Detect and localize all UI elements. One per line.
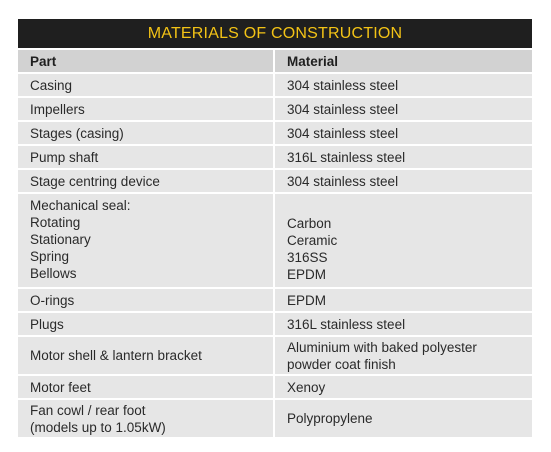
- material-cell: 304 stainless steel: [287, 77, 399, 93]
- material-cell: 316L stainless steel: [287, 316, 406, 332]
- part-line: Fan cowl / rear foot: [30, 402, 146, 418]
- material-line: Aluminium with baked polyester: [287, 339, 477, 355]
- material-line: 316SS: [287, 250, 328, 265]
- part-cell: Casing: [18, 74, 275, 96]
- material-line: powder coat finish: [287, 356, 396, 372]
- material-cell: Xenoy: [287, 379, 326, 395]
- part-cell: Stage centring device: [18, 170, 275, 192]
- column-header-part: Part: [18, 50, 275, 72]
- table-header-row: Part Material: [18, 48, 532, 72]
- material-cell: 316L stainless steel: [287, 149, 406, 165]
- table-row: Fan cowl / rear foot (models up to 1.05k…: [18, 398, 532, 437]
- material-cell: Polypropylene: [287, 411, 373, 426]
- part-cell: Stages (casing): [18, 122, 275, 144]
- part-line: Mechanical seal:: [30, 198, 131, 213]
- table-row: O-rings EPDM: [18, 287, 532, 311]
- material-cell: 304 stainless steel: [287, 125, 399, 141]
- table-row: Motor shell & lantern bracket Aluminium …: [18, 335, 532, 374]
- table-title: MATERIALS OF CONSTRUCTION: [18, 19, 532, 48]
- table-row-mechanical-seal: Mechanical seal: Rotating Stationary Spr…: [18, 192, 532, 287]
- part-cell: Impellers: [18, 98, 275, 120]
- materials-table: MATERIALS OF CONSTRUCTION Part Material …: [18, 19, 532, 437]
- material-cell: EPDM: [287, 292, 327, 308]
- part-cell: Motor feet: [18, 376, 275, 398]
- material-line: Carbon: [287, 216, 332, 231]
- part-line: Spring: [30, 249, 70, 264]
- part-cell: Motor shell & lantern bracket: [18, 337, 275, 374]
- material-cell: 304 stainless steel: [287, 101, 399, 117]
- material-line: EPDM: [287, 267, 327, 282]
- part-cell: Pump shaft: [18, 146, 275, 168]
- table-row: Impellers 304 stainless steel: [18, 96, 532, 120]
- table-row: Plugs 316L stainless steel: [18, 311, 532, 335]
- table-row: Stages (casing) 304 stainless steel: [18, 120, 532, 144]
- material-cell: Carbon Ceramic 316SS EPDM: [275, 194, 532, 287]
- table-row: Pump shaft 316L stainless steel: [18, 144, 532, 168]
- part-line: (models up to 1.05kW): [30, 419, 166, 435]
- material-line: Ceramic: [287, 233, 338, 248]
- material-cell: 304 stainless steel: [287, 173, 399, 189]
- part-cell: O-rings: [18, 289, 275, 311]
- part-cell: Mechanical seal: Rotating Stationary Spr…: [18, 194, 275, 287]
- table-row: Stage centring device 304 stainless stee…: [18, 168, 532, 192]
- part-cell: Plugs: [18, 313, 275, 335]
- table-row: Motor feet Xenoy: [18, 374, 532, 398]
- part-cell: Fan cowl / rear foot (models up to 1.05k…: [18, 400, 275, 437]
- part-line: Rotating: [30, 215, 81, 230]
- table-row: Casing 304 stainless steel: [18, 72, 532, 96]
- part-line: Bellows: [30, 266, 77, 281]
- column-header-material: Material: [287, 53, 339, 69]
- material-cell: Aluminium with baked polyester powder co…: [275, 337, 532, 374]
- part-line: Stationary: [30, 232, 91, 247]
